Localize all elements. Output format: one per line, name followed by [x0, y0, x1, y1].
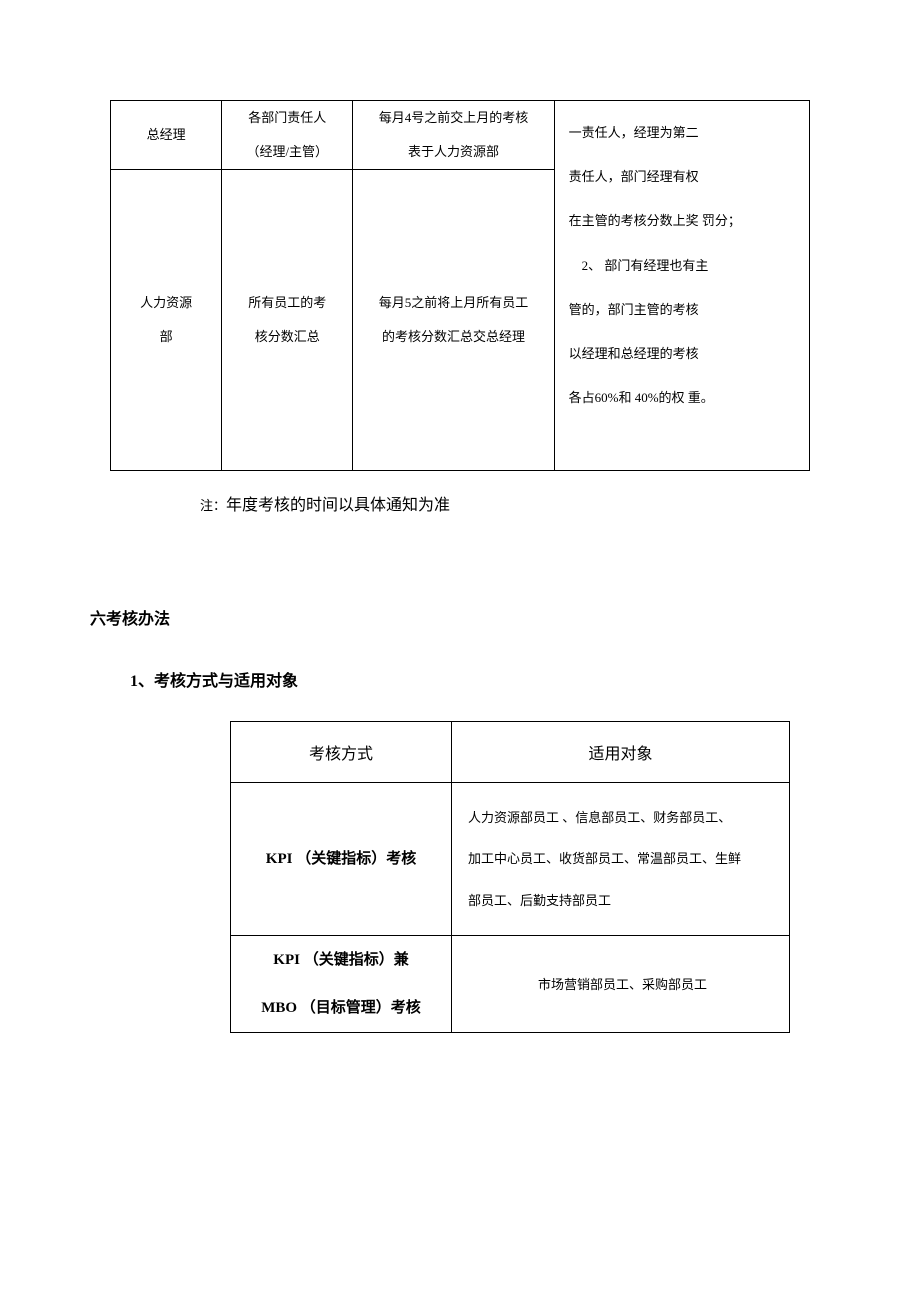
cell-text: 以经理和总经理的考核 [569, 332, 799, 376]
methods-table: 考核方式 适用对象 KPI （关键指标）考核 人力资源部员工 、信息部员工、财务… [230, 721, 790, 1034]
sub-heading: 1、考核方式与适用对象 [130, 667, 810, 691]
cell-subject: 各部门责任人 （经理/主管） [222, 101, 353, 170]
cell-text: 一责任人，经理为第二 [569, 111, 799, 155]
cell-method: KPI （关键指标）兼 MBO （目标管理）考核 [231, 936, 452, 1033]
cell-deadline: 每月5之前将上月所有员工 的考核分数汇总交总经理 [353, 169, 554, 470]
cell-text: 人力资源部员工 、信息部员工、财务部员工、 [468, 810, 731, 825]
cell-text: 核分数汇总 [222, 320, 352, 354]
table-header-row: 考核方式 适用对象 [231, 721, 790, 782]
cell-text: 加工中心员工、收货部员工、常温部员工、生鲜 [468, 851, 741, 866]
cell-text: 责任人，部门经理有权 [569, 155, 799, 199]
cell-text: MBO （目标管理）考核 [231, 984, 451, 1032]
table-row: 总经理 各部门责任人 （经理/主管） 每月4号之前交上月的考核 表于人力资源部 … [111, 101, 810, 170]
cell-evaluator: 人力资源 部 [111, 169, 222, 470]
cell-deadline: 每月4号之前交上月的考核 表于人力资源部 [353, 101, 554, 170]
cell-text: 每月4号之前交上月的考核 [353, 101, 553, 135]
cell-target: 市场营销部员工、采购部员工 [452, 936, 790, 1033]
cell-notes: 一责任人，经理为第二 责任人，部门经理有权 在主管的考核分数上奖 罚分； 2、 … [554, 101, 809, 471]
header-method: 考核方式 [231, 721, 452, 782]
note-text: 年度考核的时间以具体通知为准 [226, 497, 450, 514]
cell-text: 的考核分数汇总交总经理 [353, 320, 553, 354]
note-prefix: 注： [200, 498, 226, 513]
cell-subject: 所有员工的考 核分数汇总 [222, 169, 353, 470]
table-row: KPI （关键指标）考核 人力资源部员工 、信息部员工、财务部员工、 加工中心员… [231, 782, 790, 936]
cell-text: 每月5之前将上月所有员工 [353, 286, 553, 320]
header-target: 适用对象 [452, 721, 790, 782]
note-line: 注：年度考核的时间以具体通知为准 [200, 491, 810, 515]
cell-method: KPI （关键指标）考核 [231, 782, 452, 936]
cell-text: 管的，部门主管的考核 [569, 288, 799, 332]
cell-text: 部员工、后勤支持部员工 [468, 893, 611, 908]
cell-text: 所有员工的考 [222, 286, 352, 320]
cell-text: 2、 部门有经理也有主 [569, 244, 799, 288]
cell-text: 各部门责任人 [222, 101, 352, 135]
cell-text: KPI （关键指标）兼 [231, 936, 451, 984]
cell-text: 各占60%和 40%的权 重。 [569, 376, 799, 420]
cell-text: 在主管的考核分数上奖 罚分； [569, 199, 799, 243]
methods-table-wrap: 考核方式 适用对象 KPI （关键指标）考核 人力资源部员工 、信息部员工、财务… [230, 721, 790, 1034]
cell-text: 部 [111, 320, 221, 354]
schedule-table: 总经理 各部门责任人 （经理/主管） 每月4号之前交上月的考核 表于人力资源部 … [110, 100, 810, 471]
cell-text: （经理/主管） [222, 135, 352, 169]
cell-evaluator: 总经理 [111, 101, 222, 170]
section-heading: 六考核办法 [90, 605, 810, 629]
table-row: KPI （关键指标）兼 MBO （目标管理）考核 市场营销部员工、采购部员工 [231, 936, 790, 1033]
cell-target: 人力资源部员工 、信息部员工、财务部员工、 加工中心员工、收货部员工、常温部员工… [452, 782, 790, 936]
cell-text: 表于人力资源部 [353, 135, 553, 169]
document-page: 总经理 各部门责任人 （经理/主管） 每月4号之前交上月的考核 表于人力资源部 … [0, 0, 920, 1303]
cell-text: 人力资源 [111, 286, 221, 320]
